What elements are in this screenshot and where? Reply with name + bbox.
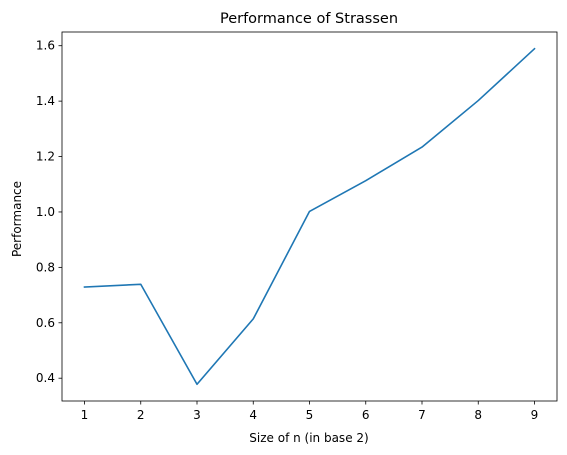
y-tick-label: 1.2 <box>36 150 55 164</box>
y-tick-label: 1.0 <box>36 205 55 219</box>
x-tick-label: 1 <box>81 408 89 422</box>
y-tick-label: 1.6 <box>36 39 55 53</box>
y-tick-label: 0.6 <box>36 316 55 330</box>
y-tick-label: 1.4 <box>36 94 55 108</box>
data-point <box>140 283 142 285</box>
x-tick-label: 7 <box>418 408 426 422</box>
y-axis: 0.4 0.6 0.8 1.0 1.2 1.4 1.6 <box>36 39 62 385</box>
x-tick-label: 9 <box>531 408 539 422</box>
data-point <box>534 48 536 50</box>
x-tick-label: 4 <box>249 408 257 422</box>
y-axis-title: Performance <box>10 181 24 257</box>
x-tick-label: 5 <box>306 408 314 422</box>
x-axis: 1 2 3 4 5 6 7 8 9 <box>81 401 539 422</box>
x-tick-label: 8 <box>474 408 482 422</box>
x-tick-label: 3 <box>193 408 201 422</box>
data-point <box>365 180 367 182</box>
data-point <box>477 100 479 102</box>
data-point <box>252 318 254 320</box>
x-axis-title: Size of n (in base 2) <box>249 431 368 445</box>
y-tick-label: 0.4 <box>36 371 55 385</box>
data-point <box>196 383 198 385</box>
data-point <box>84 286 86 288</box>
data-point <box>309 211 311 213</box>
series-line <box>83 47 536 386</box>
data-point <box>421 146 423 148</box>
series-layer <box>83 47 536 386</box>
x-tick-label: 6 <box>362 408 370 422</box>
chart-title: Performance of Strassen <box>220 11 398 27</box>
x-tick-label: 2 <box>137 408 145 422</box>
y-tick-label: 0.8 <box>36 260 55 274</box>
